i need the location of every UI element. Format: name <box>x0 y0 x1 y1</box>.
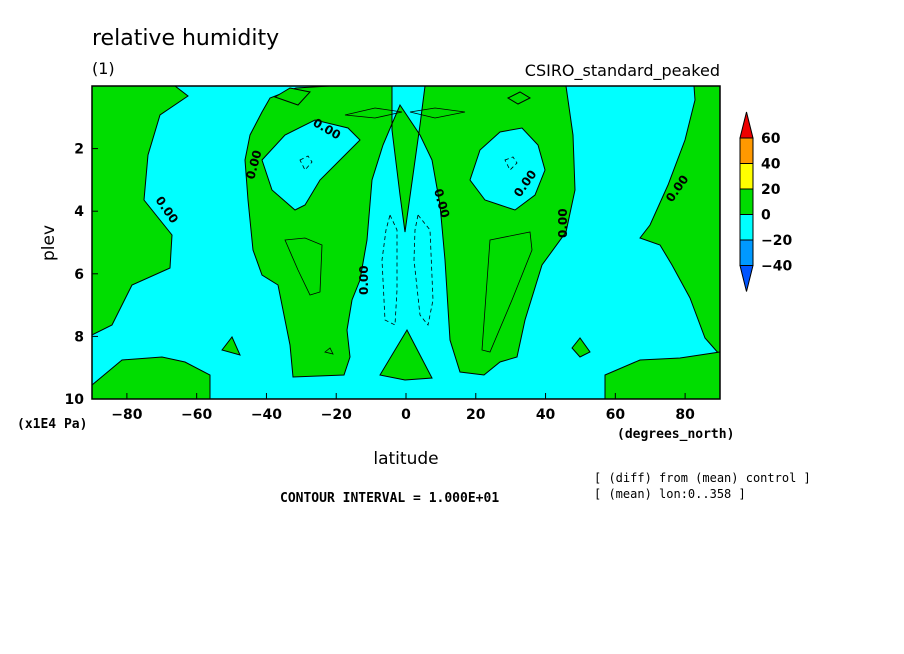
positive-region-south <box>91 85 189 336</box>
positive-region-top-1 <box>273 87 311 106</box>
colorbar-segment <box>739 137 754 164</box>
contour-label: 0.00 <box>556 208 570 238</box>
x-tick-label: 20 <box>466 407 486 423</box>
chart-title: relative humidity <box>92 26 279 51</box>
panel-label: (1) <box>92 59 115 78</box>
x-tick-label: −20 <box>321 407 352 423</box>
colorbar-segment <box>739 188 754 215</box>
negative-holes <box>261 119 546 211</box>
contour-label: 0.00 <box>357 265 371 295</box>
x-tick-label: 80 <box>675 407 695 423</box>
positive-region-equator-bottom <box>379 328 433 381</box>
x-tick-label: 60 <box>606 407 626 423</box>
dashed-contours <box>299 155 518 326</box>
plot-area: 0.00 0.00 0.00 0.00 0.00 0.00 0.00 0.00 <box>91 85 721 400</box>
y-axis-label: plev <box>39 225 59 261</box>
x-tick-label: −80 <box>111 407 142 423</box>
colorbar-segment <box>739 163 754 190</box>
note-mean: [ (mean) lon:0..358 ] <box>594 487 746 501</box>
y-tick-label: 6 <box>74 267 84 283</box>
colorbar: 60 40 20 0 −20 −40 <box>739 111 792 292</box>
y-axis-ticks: 2 4 6 8 10 <box>65 142 98 408</box>
colorbar-segment <box>739 239 754 266</box>
colorbar-bottom-arrow <box>739 265 754 292</box>
x-axis-ticks: −80 −60 −40 −20 0 20 40 60 80 <box>111 393 695 423</box>
colorbar-label: 40 <box>761 157 781 173</box>
y-tick-label: 2 <box>74 142 84 158</box>
x-units-label: (degrees_north) <box>617 427 734 442</box>
y-tick-label: 10 <box>65 392 85 408</box>
negative-hole-south <box>261 119 361 211</box>
colorbar-label: −40 <box>761 259 792 275</box>
colorbar-label: −20 <box>761 233 792 249</box>
colorbar-label: 60 <box>761 131 781 147</box>
y-units-label: (x1E4 Pa) <box>17 417 87 432</box>
positive-region-small-2 <box>571 337 591 358</box>
colorbar-segment <box>739 214 754 241</box>
positive-region-small-1 <box>221 336 241 356</box>
colorbar-label: 0 <box>761 208 771 224</box>
model-label: CSIRO_standard_peaked <box>525 61 720 81</box>
positive-region-top-2 <box>506 91 532 105</box>
y-tick-label: 8 <box>74 329 84 345</box>
contour-lines <box>284 107 533 355</box>
note-diff: [ (diff) from (mean) control ] <box>594 471 811 485</box>
contour-interval: CONTOUR INTERVAL = 1.000E+01 <box>280 491 499 506</box>
contour-labels: 0.00 0.00 0.00 0.00 0.00 0.00 0.00 0.00 <box>153 115 692 295</box>
x-axis-label: latitude <box>373 449 438 469</box>
colorbar-label: 20 <box>761 182 781 198</box>
x-tick-label: −40 <box>251 407 282 423</box>
negative-hole-north <box>469 127 546 211</box>
y-tick-label: 4 <box>74 204 84 220</box>
x-tick-label: 40 <box>536 407 556 423</box>
x-tick-label: −60 <box>181 407 212 423</box>
x-tick-label: 0 <box>401 407 411 423</box>
colorbar-top-arrow <box>739 111 754 139</box>
